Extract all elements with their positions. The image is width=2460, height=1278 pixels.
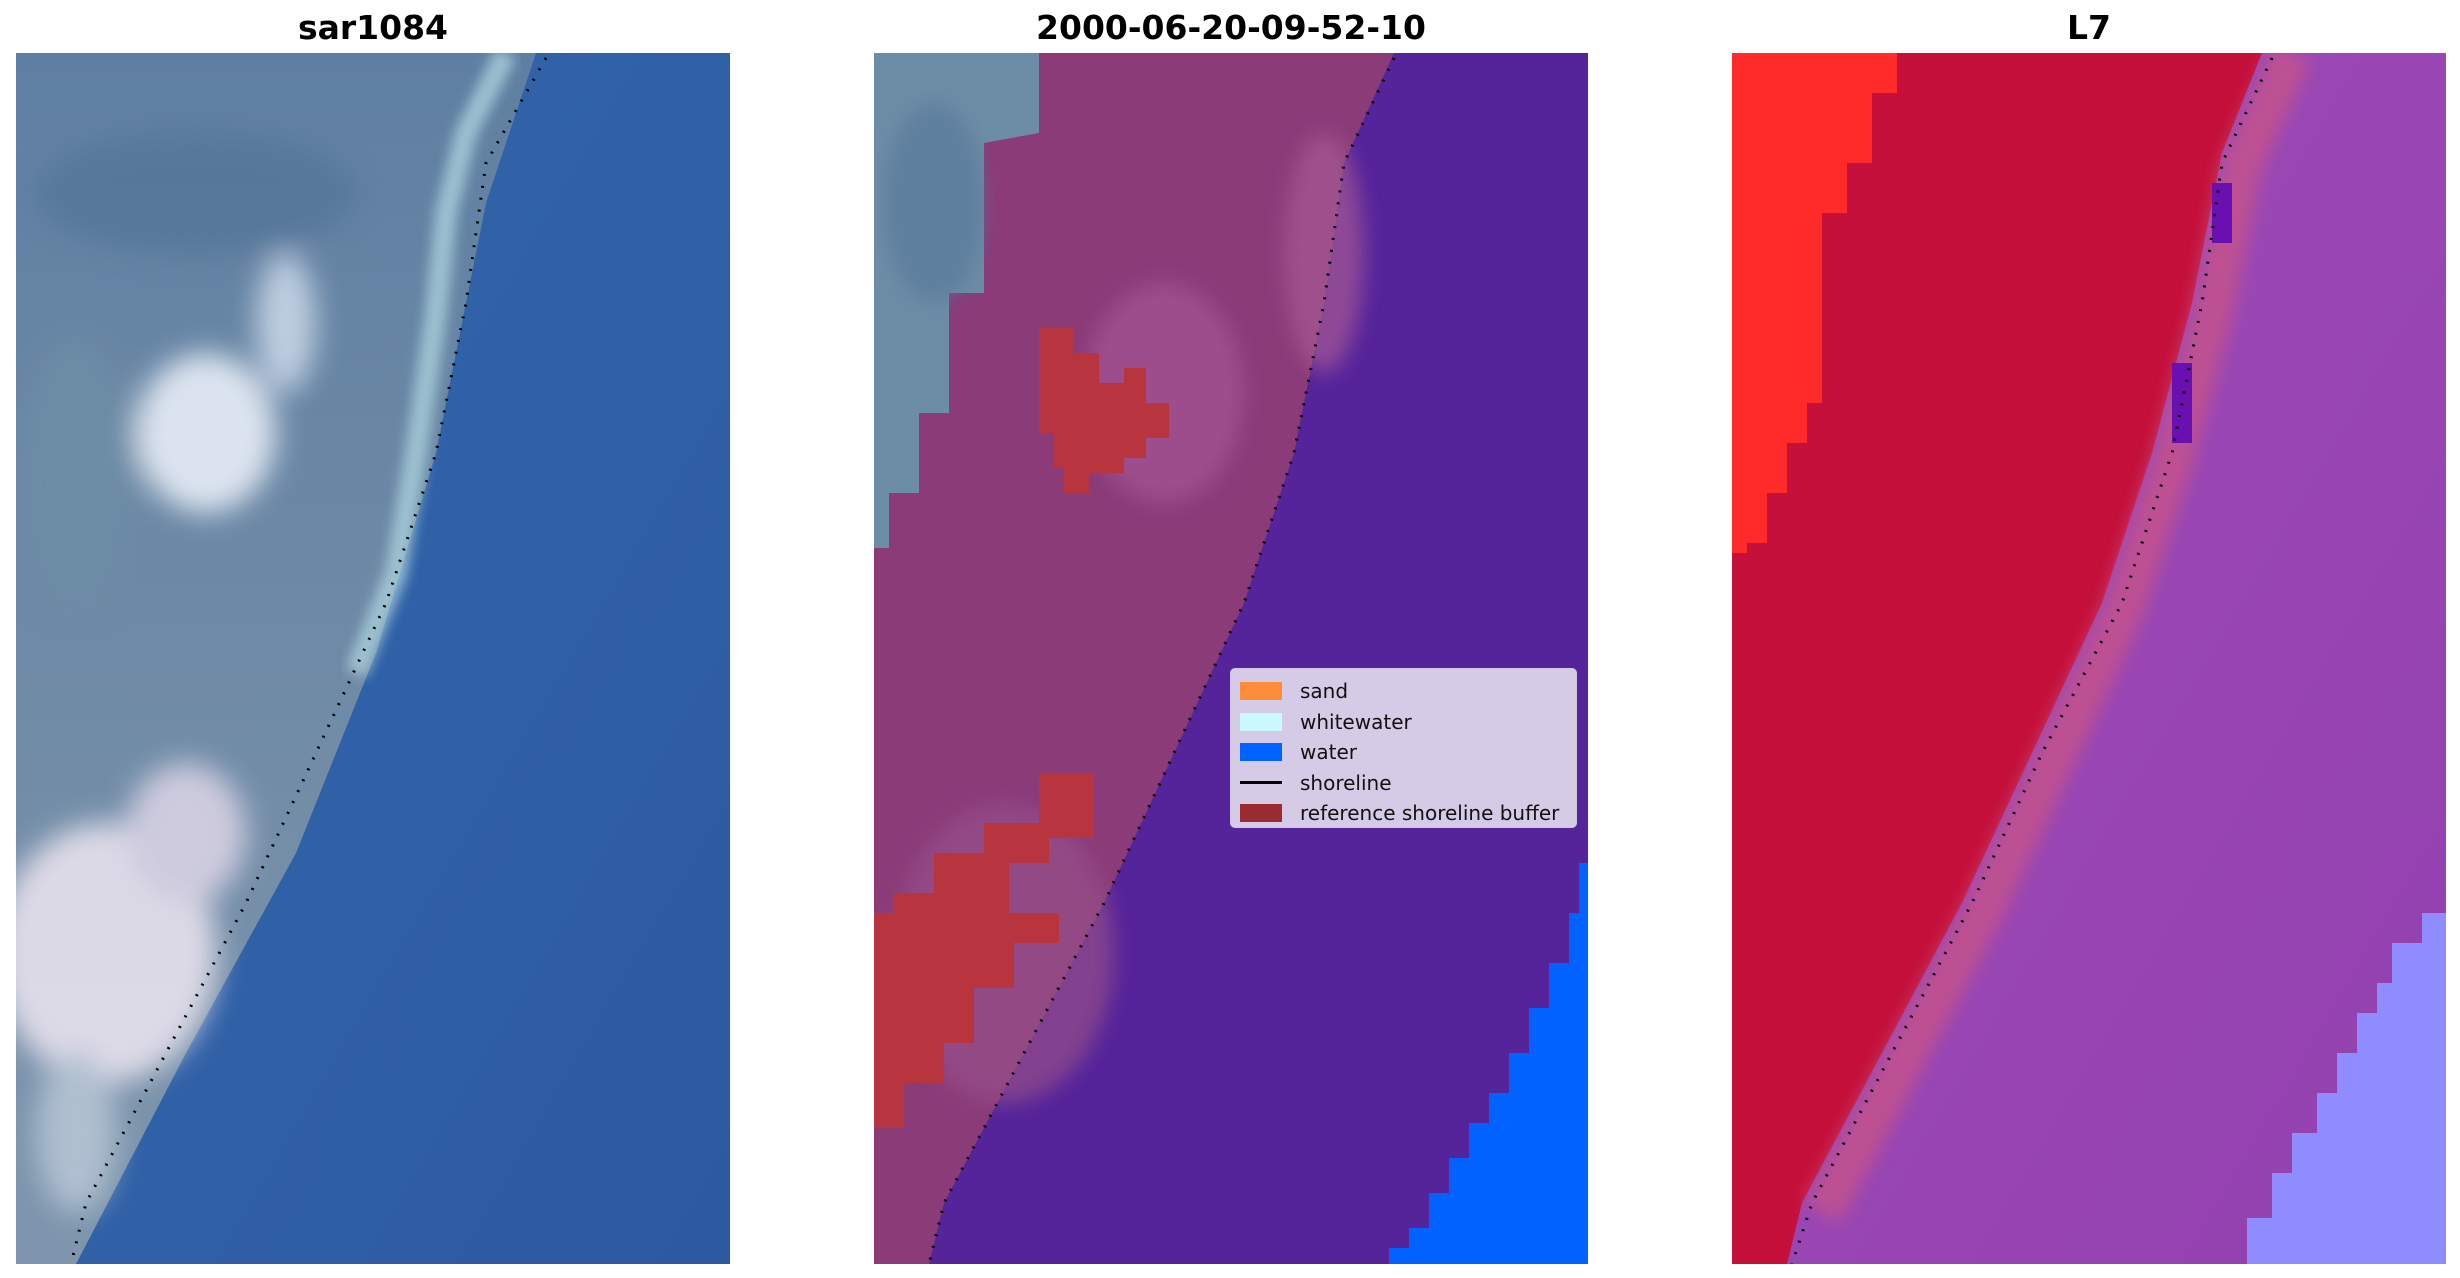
probability-image-panel xyxy=(1732,53,2446,1264)
legend-label: water xyxy=(1300,740,1357,765)
classified-image-panel xyxy=(874,53,1588,1264)
rgb-image-panel xyxy=(16,53,730,1264)
legend: sand whitewater water shoreline referenc… xyxy=(1230,668,1577,828)
sand-swatch xyxy=(1240,682,1282,701)
panel-title-2: 2000-06-20-09-52-10 xyxy=(1036,8,1426,47)
legend-label: sand xyxy=(1300,679,1349,704)
whitewater-swatch xyxy=(1240,712,1282,731)
reference-buffer-swatch xyxy=(1240,804,1282,823)
legend-item-sand: sand xyxy=(1231,676,1576,707)
legend-label: whitewater xyxy=(1300,709,1412,734)
probability-image xyxy=(1732,53,2446,1264)
water-swatch xyxy=(1240,743,1282,762)
classified-image xyxy=(874,53,1588,1264)
legend-label: reference shoreline buffer xyxy=(1300,801,1560,826)
legend-item-water: water xyxy=(1231,737,1576,768)
panel-title-3: L7 xyxy=(2067,8,2111,47)
legend-label: shoreline xyxy=(1300,770,1392,795)
shoreline-swatch xyxy=(1240,781,1282,785)
legend-item-whitewater: whitewater xyxy=(1231,707,1576,738)
panel-title-1: sar1084 xyxy=(297,8,449,47)
legend-item-reference-buffer: reference shoreline buffer xyxy=(1231,798,1576,829)
rgb-image xyxy=(16,53,730,1264)
legend-item-shoreline: shoreline xyxy=(1231,768,1576,799)
